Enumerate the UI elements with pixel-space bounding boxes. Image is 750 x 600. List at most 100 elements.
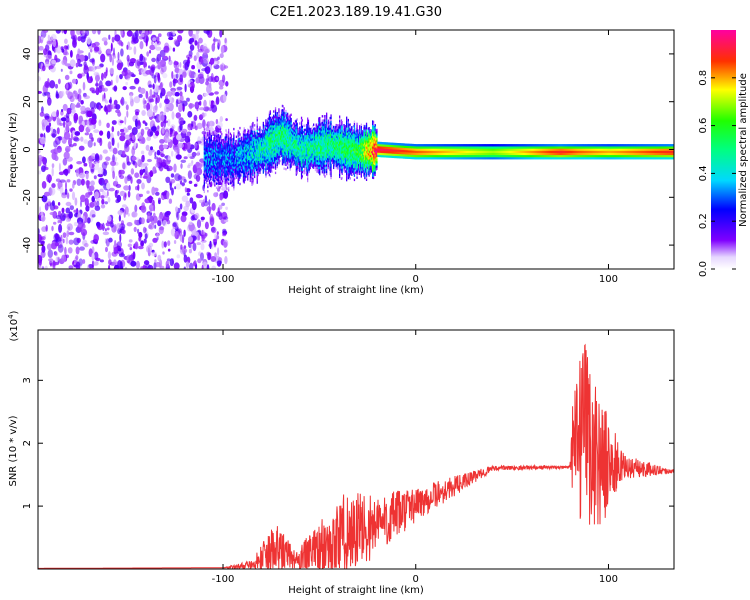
noise-blob [117, 51, 120, 61]
ridge-cell [238, 163, 240, 166]
ridge-cell [302, 163, 304, 166]
noise-blob [164, 98, 170, 105]
noise-blob [38, 259, 42, 266]
noise-blob [91, 30, 97, 35]
ridge-cell [308, 168, 310, 171]
ridge-cell [270, 150, 272, 153]
ridge-cell [238, 172, 240, 175]
ridge-cell [274, 115, 276, 119]
noise-blob [204, 66, 211, 75]
ridge-cell [302, 135, 304, 138]
noise-blob [158, 197, 161, 203]
ridge-cell [204, 178, 206, 181]
ridge-cell [251, 140, 253, 143]
ridge-cell [328, 144, 330, 148]
ridge-cell [312, 148, 314, 152]
ridge-cell [230, 134, 232, 137]
ridge-cell [207, 162, 209, 165]
ridge-cell [282, 131, 284, 134]
ridge-cell [296, 137, 298, 140]
noise-blob [120, 132, 126, 137]
ridge-cell [252, 182, 254, 185]
noise-blob [170, 150, 174, 157]
ridge-cell [300, 143, 302, 146]
ridge-cell [213, 143, 215, 146]
noise-blob [127, 125, 132, 131]
ridge-cell [206, 138, 208, 142]
noise-blob [204, 221, 209, 230]
ridge-cell [217, 172, 219, 175]
ridge-cell [249, 177, 251, 180]
ridge-cell [236, 159, 238, 162]
ridge-cell [247, 175, 249, 179]
ridge-cell [256, 151, 258, 154]
ridge-cell [239, 144, 241, 147]
ridge-cell [304, 150, 306, 153]
ridge-cell [239, 126, 241, 130]
ridge-cell [271, 131, 273, 135]
ridge-cell [333, 151, 335, 154]
ridge-cell [267, 171, 269, 175]
ridge-cell [330, 146, 332, 150]
ridge-cell [244, 144, 246, 147]
ridge-cell [326, 147, 328, 150]
ridge-cell [241, 170, 244, 174]
ridge-cell [228, 139, 230, 142]
ridge-cell [298, 134, 300, 138]
ridge-cell [215, 155, 217, 158]
noise-blob [127, 243, 132, 248]
ridge-cell [296, 118, 298, 121]
ridge-cell [232, 163, 234, 167]
ridge-cell [324, 162, 326, 165]
ridge-cell [244, 152, 246, 156]
ridge-cell [258, 152, 260, 155]
ridge-cell [228, 161, 231, 164]
ridge-cell [304, 133, 306, 136]
ridge-cell [310, 153, 312, 156]
ridge-cell [324, 117, 326, 120]
noise-blob [54, 233, 60, 239]
ridge-cell [280, 109, 283, 112]
ridge-cell [300, 130, 302, 133]
ridge-cell [274, 152, 277, 155]
noise-blob [148, 150, 153, 156]
noise-blob [162, 72, 168, 79]
ridge-cell [272, 133, 274, 137]
ridge-cell [316, 133, 318, 137]
ridge-cell [323, 149, 325, 152]
ridge-cell [273, 164, 275, 167]
ridge-cell [247, 137, 249, 140]
noise-blob [57, 220, 60, 224]
ridge-cell [217, 176, 219, 180]
ridge-cell [283, 143, 285, 147]
ridge-cell [239, 152, 241, 156]
ridge-cell [254, 124, 256, 127]
ridge-cell [230, 166, 232, 169]
ridge-cell [262, 156, 264, 159]
noise-blob [147, 212, 151, 222]
ridge-cell [287, 155, 289, 159]
noise-blob [121, 204, 127, 208]
noise-blob [47, 97, 52, 106]
noise-blob [152, 112, 155, 116]
ridge-cell [317, 157, 319, 161]
ridge-cell [291, 128, 293, 132]
ridge-cell [314, 127, 317, 131]
noise-blob [196, 122, 203, 130]
noise-blob [42, 160, 46, 165]
ridge-cell [301, 132, 303, 135]
ridge-cell [215, 150, 217, 154]
ridge-cell [274, 150, 277, 153]
ridge-cell [217, 144, 219, 147]
ridge-cell [301, 162, 303, 165]
ridge-cell [235, 154, 238, 158]
ridge-cell [280, 122, 282, 125]
ridge-cell [278, 116, 280, 120]
ridge-cell [261, 151, 264, 154]
ridge-cell [301, 155, 303, 159]
ridge-cell [223, 151, 225, 154]
ridge-cell [318, 171, 320, 174]
noise-blob [208, 120, 215, 127]
noise-blob [203, 99, 207, 108]
ridge-cell [229, 162, 232, 166]
